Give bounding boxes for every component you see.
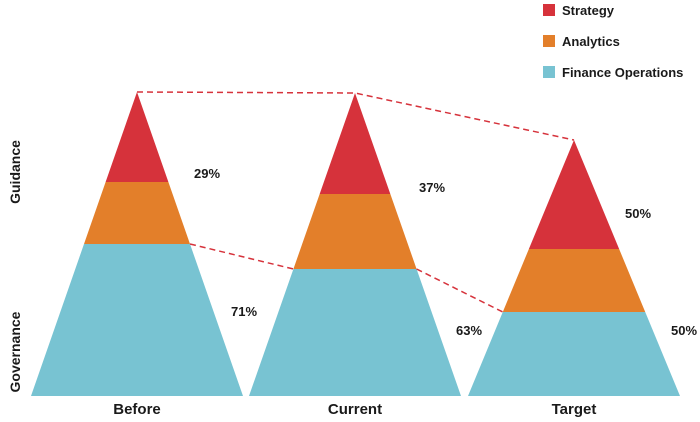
analytics-segment-before (84, 182, 190, 244)
analytics-segment-target (502, 249, 646, 312)
strategy-segment-target (528, 140, 620, 249)
finance-operations-segment-before (31, 244, 243, 396)
connector-lines (136, 91, 575, 313)
legend-swatch-0 (543, 4, 555, 16)
strategy-segment-before (105, 92, 169, 182)
category-label-current: Current (328, 401, 382, 418)
guidance-percent-label-target: 50% (625, 206, 651, 221)
guidance-percent-label-current: 37% (419, 180, 445, 195)
legend-label-1: Analytics (562, 34, 620, 49)
legend-label-2: Finance Operations (562, 65, 683, 80)
legend-swatch-2 (543, 66, 555, 78)
governance-percent-label-target: 50% (671, 323, 697, 338)
guidance-percent-label-before: 29% (194, 166, 220, 181)
analytics-segment-current (293, 194, 417, 269)
boundary-connector-line (416, 268, 504, 313)
legend: Strategy Analytics Finance Operations (543, 3, 683, 80)
category-label-target: Target (552, 401, 597, 418)
finance-operations-segment-target (468, 312, 680, 396)
boundary-connector-line (189, 243, 294, 270)
strategy-segment-current (319, 93, 391, 194)
governance-percent-label-before: 71% (231, 304, 257, 319)
apex-connector-line (136, 91, 575, 141)
legend-label-0: Strategy (562, 3, 615, 18)
governance-axis-label: Governance (7, 311, 23, 392)
category-label-before: Before (113, 401, 161, 418)
governance-percent-label-current: 63% (456, 323, 482, 338)
category-labels: Before Current Target (113, 401, 596, 418)
legend-swatch-1 (543, 35, 555, 47)
finance-operations-segment-current (249, 269, 461, 396)
guidance-axis-label: Guidance (7, 140, 23, 204)
group-axis-labels: Guidance Governance (7, 140, 23, 393)
pyramids (31, 92, 680, 396)
percent-labels: 29% 71% 37% 63% 50% 50% (194, 166, 697, 338)
